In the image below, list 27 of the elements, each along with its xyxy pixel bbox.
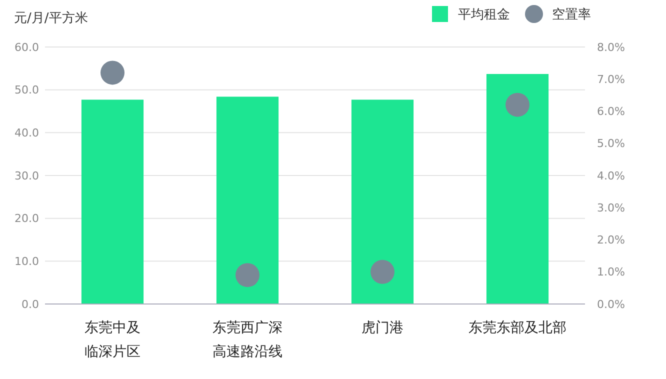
x-tick-label: 东莞东部及北部 <box>468 320 566 336</box>
y2-tick-label: 7.0% <box>597 72 625 86</box>
x-tick-label: 东莞中及临深片区 <box>84 320 140 360</box>
y-tick-label: 0.0 <box>22 298 39 311</box>
point <box>506 92 530 117</box>
y2-tick-label: 2.0% <box>597 234 625 247</box>
y2-tick-label: 3.0% <box>597 201 625 214</box>
y-tick-label: 60.0 <box>14 40 39 54</box>
legend-label: 空置率 <box>552 6 591 23</box>
x-tick-label: 东莞西广深高速路沿线 <box>212 320 282 360</box>
point <box>236 263 260 288</box>
y2-tick-label: 8.0% <box>597 40 625 54</box>
y2-tick-label: 5.0% <box>597 137 625 150</box>
y-tick-label: 30.0 <box>14 169 39 182</box>
y-tick-label: 40.0 <box>14 126 39 140</box>
y-tick-label: 10.0 <box>14 255 39 268</box>
y-axis-title: 元/月/平方米 <box>14 10 88 26</box>
y2-tick-label: 1.0% <box>597 266 625 279</box>
legend-label: 平均租金 <box>458 8 510 23</box>
x-tick-label: 虎门港 <box>362 320 404 336</box>
y2-tick-label: 4.0% <box>597 169 625 182</box>
y-tick-label: 50.0 <box>14 84 39 97</box>
y-tick-label: 20.0 <box>14 212 39 226</box>
y2-tick-label: 0.0% <box>597 298 625 311</box>
point <box>370 260 394 284</box>
y2-tick-label: 6.0% <box>597 105 625 118</box>
point <box>100 60 124 85</box>
